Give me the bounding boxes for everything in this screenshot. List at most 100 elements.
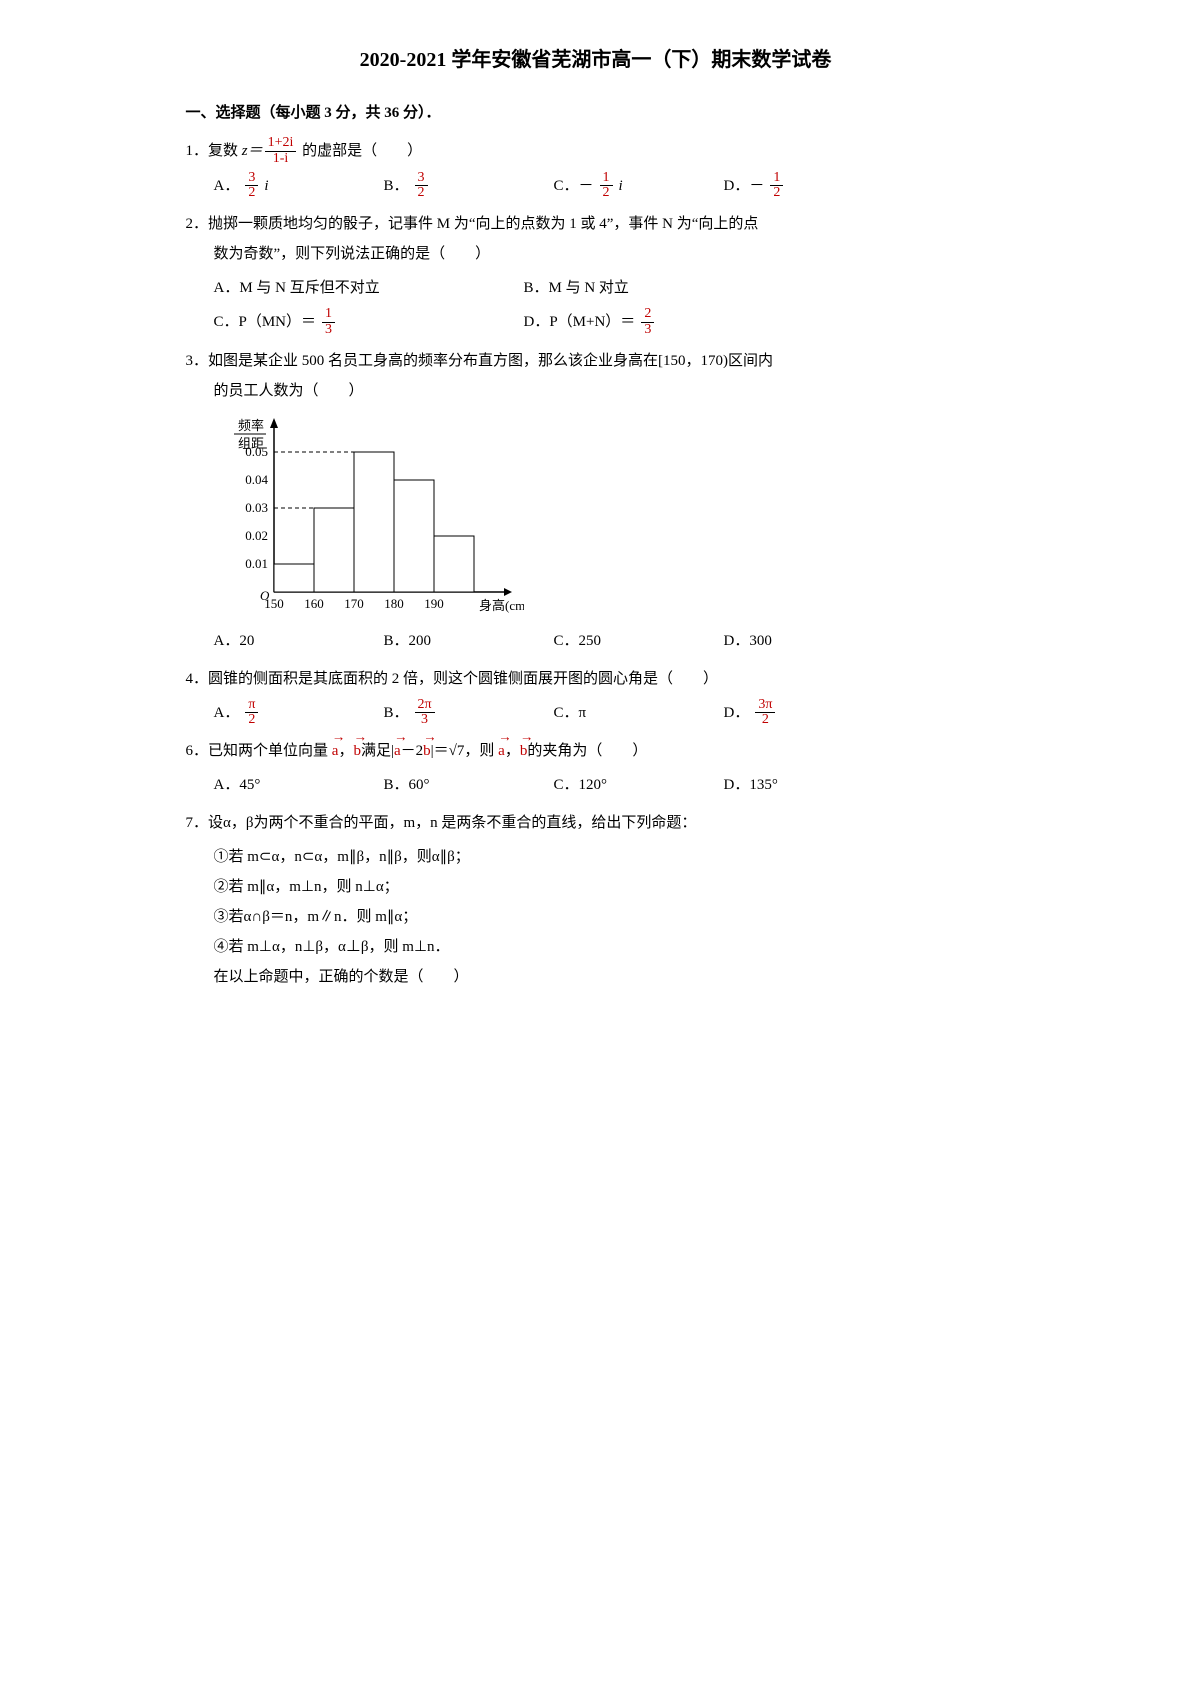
q1-c-suf: i xyxy=(619,171,623,201)
svg-text:0.02: 0.02 xyxy=(245,528,268,543)
q6-sep1: ， xyxy=(338,743,353,759)
svg-text:0.04: 0.04 xyxy=(245,472,268,487)
svg-text:0.05: 0.05 xyxy=(245,444,268,459)
section-heading: 一、选择题（每小题 3 分，共 36 分）． xyxy=(186,98,1006,128)
q1-frac-num: 1+2i xyxy=(265,136,297,152)
q1-fraction: 1+2i1-i xyxy=(265,136,297,166)
q1-a-den: 2 xyxy=(245,186,258,201)
q2-d-num: 2 xyxy=(641,307,654,323)
q2-choice-a[interactable]: A．M 与 N 互斥但不对立 xyxy=(214,273,514,303)
q2-c-frac: 13 xyxy=(322,307,335,337)
q6-p1: 6．已知两个单位向量 xyxy=(186,743,332,759)
q1-c-num: 1 xyxy=(600,171,613,187)
q4-choice-d[interactable]: D．3π2 xyxy=(724,698,884,728)
q1-choice-c[interactable]: C．－ 12i xyxy=(554,171,714,201)
q7-prop2: ②若 m∥α，m⊥n，则 n⊥α； xyxy=(214,872,1006,902)
svg-text:身高(cm): 身高(cm) xyxy=(479,598,524,613)
q1-c-den: 2 xyxy=(600,186,613,201)
q3-line1: 3．如图是某企业 500 名员工身高的频率分布直方图，那么该企业身高在[150，… xyxy=(186,346,1006,376)
q1-c-frac: 12 xyxy=(600,171,613,201)
q4-a-frac: π2 xyxy=(245,698,258,728)
vector-a2-icon: a xyxy=(394,736,401,766)
q2-choice-b[interactable]: B．M 与 N 对立 xyxy=(524,273,824,303)
q4-a-den: 2 xyxy=(245,713,258,728)
page-title: 2020-2021 学年安徽省芜湖市高一（下）期末数学试卷 xyxy=(186,40,1006,80)
q6-sep2: ， xyxy=(505,743,520,759)
q1-stem-mid: 的虚部是（ ） xyxy=(298,143,422,159)
q7-prop1: ①若 m⊂α，n⊂α，m∥β，n∥β，则α∥β； xyxy=(214,842,1006,872)
q3-line2: 的员工人数为（ ） xyxy=(214,376,1006,406)
q3-choices: A．20 B．200 C．250 D．300 xyxy=(214,626,1006,656)
q6-choice-d[interactable]: D．135° xyxy=(724,770,884,800)
q3-choice-a[interactable]: A．20 xyxy=(214,626,374,656)
q6-choice-a[interactable]: A．45° xyxy=(214,770,374,800)
q4-a-pre: A． xyxy=(214,698,240,728)
question-6: 6．已知两个单位向量 a，b满足|a－2b|＝√7，则 a，b的夹角为（ ） xyxy=(186,736,1006,766)
q2-d-den: 3 xyxy=(641,323,654,338)
question-1: 1．复数 z＝1+2i1-i 的虚部是（ ） xyxy=(186,136,1006,167)
histogram-chart: 频率组距O0.010.020.030.040.05150160170180190… xyxy=(214,412,524,622)
q1-a-frac: 32 xyxy=(245,171,258,201)
q2-line2: 数为奇数”，则下列说法正确的是（ ） xyxy=(214,239,1006,269)
q7-prop4: ④若 m⊥α，n⊥β，α⊥β，则 m⊥n． xyxy=(214,932,1006,962)
q4-choice-c[interactable]: C．π xyxy=(554,698,714,728)
q7-prop3: ③若α∩β＝n，m∥n．则 m∥α； xyxy=(214,902,1006,932)
q6-p3: |＝√7，则 xyxy=(431,743,499,759)
q1-choice-d[interactable]: D．－ 12 xyxy=(724,171,884,201)
svg-text:160: 160 xyxy=(304,596,324,611)
q2-d-pre: D．P（M+N）＝ xyxy=(524,307,636,337)
svg-text:150: 150 xyxy=(264,596,284,611)
svg-text:频率: 频率 xyxy=(238,418,264,433)
q2-c-den: 3 xyxy=(322,323,335,338)
q1-frac-den: 1-i xyxy=(265,152,297,167)
q3-choice-b[interactable]: B．200 xyxy=(384,626,544,656)
vector-b2-icon: b xyxy=(423,736,431,766)
q6-choice-b[interactable]: B．60° xyxy=(384,770,544,800)
vector-a-icon: a xyxy=(332,736,339,766)
q1-d-den: 2 xyxy=(770,186,783,201)
svg-text:170: 170 xyxy=(344,596,364,611)
q1-b-label: B． xyxy=(384,171,409,201)
q3-choice-d[interactable]: D．300 xyxy=(724,626,884,656)
q4-b-num: 2π xyxy=(415,698,435,714)
q2-c-num: 1 xyxy=(322,307,335,323)
q1-choice-a[interactable]: A． 32i xyxy=(214,171,374,201)
q1-d-label: D．－ xyxy=(724,171,765,201)
question-7: 7．设α，β为两个不重合的平面，m，n 是两条不重合的直线，给出下列命题： xyxy=(186,808,1006,838)
vector-b3-icon: b xyxy=(520,736,528,766)
q1-a-label: A． xyxy=(214,171,240,201)
q2-line1: 2．抛掷一颗质地均匀的骰子，记事件 M 为“向上的点数为 1 或 4”，事件 N… xyxy=(186,209,1006,239)
question-4: 4．圆锥的侧面积是其底面积的 2 倍，则这个圆锥侧面展开图的圆心角是（ ） xyxy=(186,664,1006,694)
q6-minus: －2 xyxy=(401,743,424,759)
question-3: 3．如图是某企业 500 名员工身高的频率分布直方图，那么该企业身高在[150，… xyxy=(186,346,1006,406)
q1-b-num: 3 xyxy=(415,171,428,187)
q2-d-frac: 23 xyxy=(641,307,654,337)
q1-a-suf: i xyxy=(264,171,268,201)
svg-text:0.03: 0.03 xyxy=(245,500,268,515)
q4-d-pre: D． xyxy=(724,698,750,728)
q2-c-pre: C．P（MN）＝ xyxy=(214,307,317,337)
q1-choices: A． 32i B． 32 C．－ 12i D．－ 12 xyxy=(214,171,1006,201)
q1-a-num: 3 xyxy=(245,171,258,187)
q2-choices-row2: C．P（MN）＝13 D．P（M+N）＝23 xyxy=(214,307,1006,337)
vector-a3-icon: a xyxy=(498,736,505,766)
q1-b-den: 2 xyxy=(415,186,428,201)
q1-stem-pre: 1．复数 xyxy=(186,143,242,159)
q1-choice-b[interactable]: B． 32 xyxy=(384,171,544,201)
svg-text:0.01: 0.01 xyxy=(245,556,268,571)
q4-d-den: 2 xyxy=(755,713,775,728)
svg-text:180: 180 xyxy=(384,596,404,611)
q4-a-num: π xyxy=(245,698,258,714)
q7-tail: 在以上命题中，正确的个数是（ ） xyxy=(214,962,1006,992)
q1-z: z＝ xyxy=(242,143,263,159)
q6-p4: 的夹角为（ ） xyxy=(527,743,647,759)
q2-choice-d[interactable]: D．P（M+N）＝23 xyxy=(524,307,824,337)
q1-c-label: C．－ xyxy=(554,171,594,201)
q2-choice-c[interactable]: C．P（MN）＝13 xyxy=(214,307,514,337)
q4-choice-a[interactable]: A．π2 xyxy=(214,698,374,728)
q2-choices-row1: A．M 与 N 互斥但不对立 B．M 与 N 对立 xyxy=(214,273,1006,303)
q1-b-frac: 32 xyxy=(415,171,428,201)
q3-choice-c[interactable]: C．250 xyxy=(554,626,714,656)
q6-choice-c[interactable]: C．120° xyxy=(554,770,714,800)
question-2: 2．抛掷一颗质地均匀的骰子，记事件 M 为“向上的点数为 1 或 4”，事件 N… xyxy=(186,209,1006,269)
